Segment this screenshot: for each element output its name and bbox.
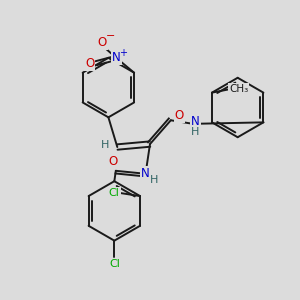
Text: Cl: Cl [109, 260, 120, 269]
Text: O: O [98, 36, 107, 49]
Text: N: N [112, 51, 121, 64]
Text: +: + [119, 47, 127, 58]
Text: O: O [175, 109, 184, 122]
Text: N: N [191, 115, 200, 128]
Text: O: O [109, 155, 118, 168]
Text: H: H [191, 127, 200, 137]
Text: Cl: Cl [109, 188, 120, 198]
Text: H: H [150, 175, 158, 185]
Text: O: O [85, 57, 94, 70]
Text: H: H [100, 140, 109, 150]
Text: CH₃: CH₃ [229, 84, 248, 94]
Text: −: − [106, 31, 115, 41]
Text: N: N [141, 167, 149, 180]
